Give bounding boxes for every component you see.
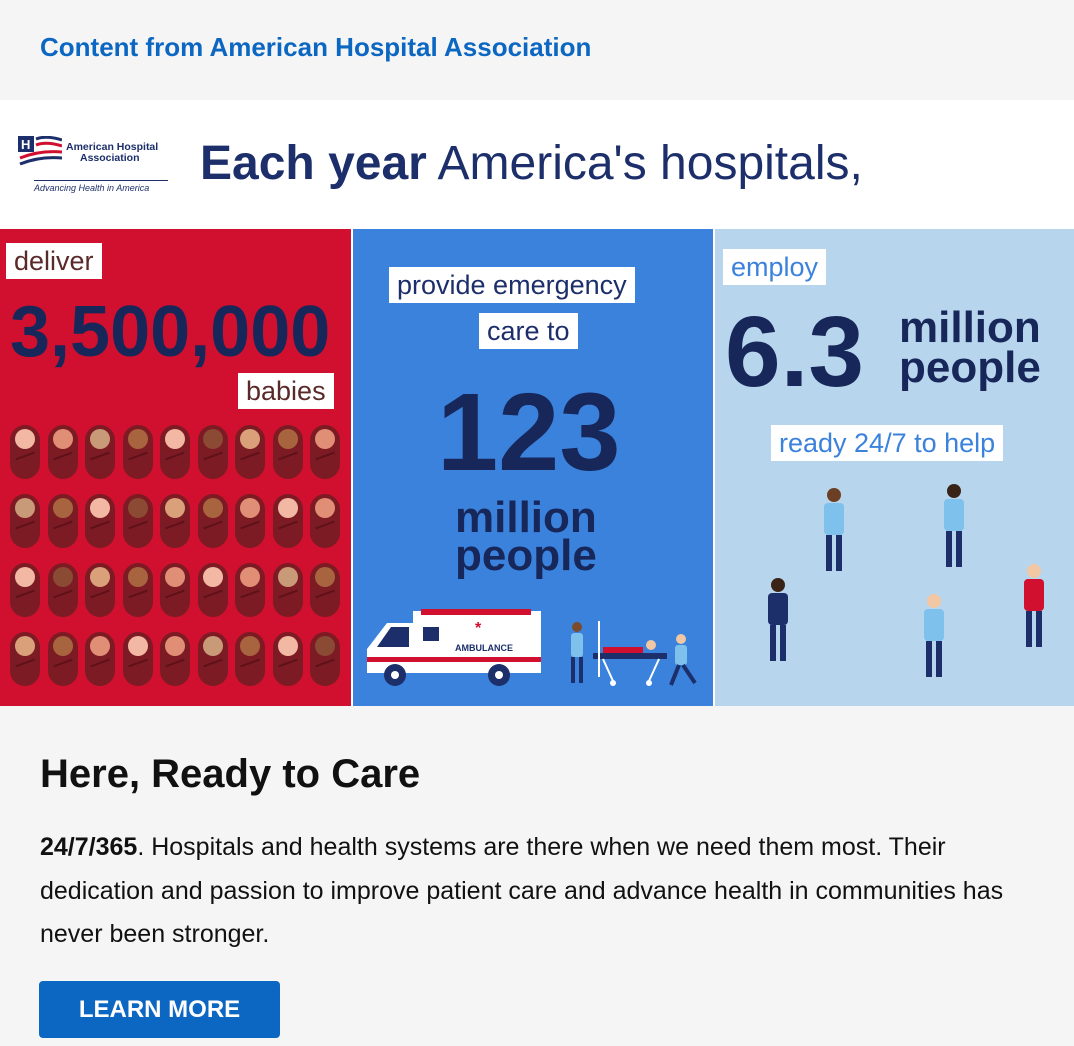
employ-unit-line1: million <box>899 303 1041 352</box>
staff-person-icon <box>924 594 944 677</box>
employ-caption: ready 24/7 to help <box>771 425 1004 461</box>
employ-unit-line2: people <box>899 343 1041 392</box>
baby-icon <box>310 425 340 479</box>
emergency-unit-line2: people <box>455 531 597 580</box>
baby-icon <box>160 494 190 548</box>
baby-icon <box>310 632 340 686</box>
baby-icon <box>197 425 228 479</box>
baby-icon <box>197 494 228 548</box>
ambulance-icon: * AMBULANCE <box>367 609 541 686</box>
baby-icon <box>235 425 265 479</box>
svg-text:*: * <box>475 620 482 637</box>
baby-icon <box>160 632 190 686</box>
baby-icon <box>197 632 228 686</box>
emergency-number: 123 <box>437 371 621 494</box>
headline-bold: Each year <box>200 137 427 190</box>
staff-person-icon <box>768 578 788 661</box>
learn-more-button[interactable]: LEARN MORE <box>39 981 280 1038</box>
baby-icon <box>197 563 228 617</box>
babies-panel: deliver 3,500,000 babies <box>0 229 351 706</box>
baby-icon <box>272 632 303 686</box>
baby-icon <box>85 563 115 617</box>
babies-verb: deliver <box>6 243 102 279</box>
emergency-line2: care to <box>479 313 578 349</box>
staff-person-icon <box>944 484 964 567</box>
article-title: Here, Ready to Care <box>40 752 421 796</box>
ambulance-label: AMBULANCE <box>455 643 513 653</box>
employ-number: 6.3 <box>725 296 865 408</box>
baby-icon <box>47 425 78 479</box>
baby-icon <box>235 632 265 686</box>
aha-flag-icon: H <box>18 135 63 166</box>
baby-icon <box>160 425 190 479</box>
baby-icon <box>47 563 78 617</box>
baby-icon <box>10 563 40 617</box>
baby-icon <box>47 632 78 686</box>
baby-icon <box>47 494 78 548</box>
baby-icon <box>310 563 340 617</box>
article-body: 24/7/365. Hospitals and health systems a… <box>40 826 1040 957</box>
banner-headline: Each year America's hospitals, <box>200 136 863 191</box>
baby-icon <box>235 494 265 548</box>
baby-icon <box>122 425 153 479</box>
employ-verb: employ <box>723 249 827 285</box>
baby-icon <box>272 494 303 548</box>
staff-person-icon <box>1024 564 1044 647</box>
aha-logo: H American Hospital Association Advancin… <box>18 135 168 196</box>
baby-icon <box>272 425 303 479</box>
logo-name-line2: Association <box>80 152 140 164</box>
babies-noun: babies <box>238 373 334 409</box>
infographic-banner[interactable]: H American Hospital Association Advancin… <box>0 100 1074 706</box>
baby-icon <box>10 494 40 548</box>
emergency-panel: provide emergency care to 123 million pe… <box>353 229 713 706</box>
article-text: . Hospitals and health systems are there… <box>40 833 1004 948</box>
baby-icon <box>235 563 265 617</box>
baby-icon <box>10 632 40 686</box>
headline-rest: America's hospitals, <box>426 137 863 190</box>
baby-icon <box>272 563 303 617</box>
baby-icon <box>310 494 340 548</box>
baby-icon <box>85 425 115 479</box>
logo-name-line1: American Hospital <box>66 141 159 153</box>
baby-icon <box>85 494 115 548</box>
emergency-line1: provide emergency <box>389 267 635 303</box>
emergency-unit-line1: million <box>455 493 597 542</box>
baby-icon <box>85 632 115 686</box>
logo-tagline: Advancing Health in America <box>34 180 168 193</box>
sponsor-link[interactable]: Content from American Hospital Associati… <box>40 32 592 62</box>
baby-icon <box>160 563 190 617</box>
babies-number: 3,500,000 <box>10 292 331 372</box>
stretcher-team-icon <box>571 621 697 686</box>
staff-person-icon <box>824 488 844 571</box>
baby-icon <box>122 632 153 686</box>
svg-text:H: H <box>21 137 30 152</box>
baby-icon <box>10 425 40 479</box>
employ-panel: employ 6.3 million people ready 24/7 to … <box>715 229 1074 706</box>
article-lead: 24/7/365 <box>40 833 138 861</box>
baby-icon <box>122 494 153 548</box>
baby-icon <box>122 563 153 617</box>
